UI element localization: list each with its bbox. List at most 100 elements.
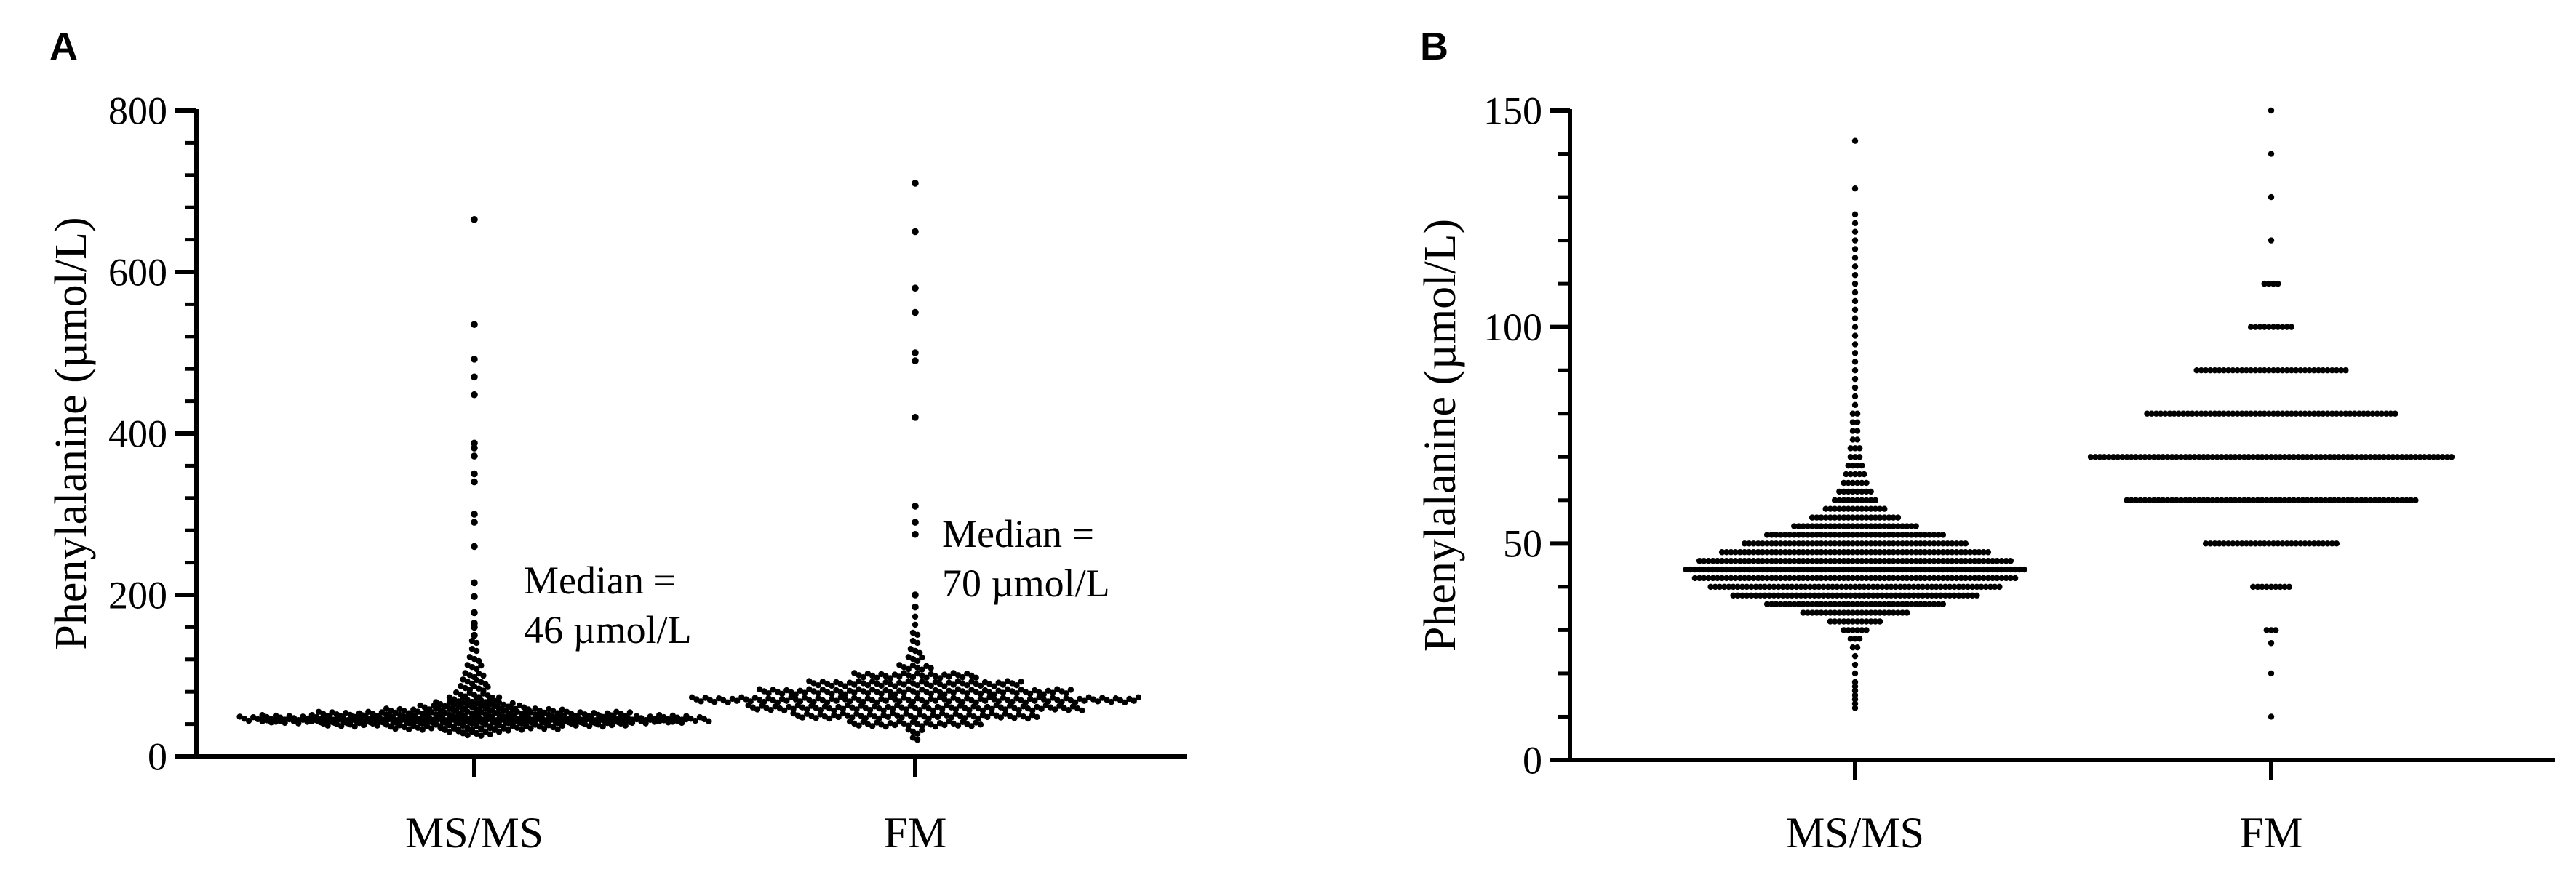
chart-b-data-point [2286, 454, 2292, 460]
chart-b-data-point [2306, 410, 2313, 417]
chart-a-data-point [995, 698, 1002, 705]
chart-a-data-point [450, 713, 458, 720]
chart-b-data-point [1921, 549, 1929, 556]
chart-b-data-point [2374, 410, 2380, 417]
chart-b-data-point [1845, 618, 1851, 625]
chart-b-data-point [2268, 497, 2275, 503]
chart-b-data-point [2097, 454, 2103, 460]
chart-a-data-point [1094, 698, 1101, 705]
chart-a-data-point [642, 717, 649, 724]
chart-a-data-point [417, 716, 423, 723]
chart-b-data-point [1863, 566, 1870, 573]
chart-b-data-point [1806, 583, 1814, 591]
chart-b-data-point [1926, 575, 1933, 582]
chart-b-data-point [1804, 575, 1811, 582]
chart-b-data-point [1980, 575, 1987, 582]
chart-b-data-point [1818, 575, 1825, 582]
chart-b-data-point [1851, 220, 1859, 226]
chart-b-data-point [2263, 583, 2270, 591]
chart-b-data-point [2225, 540, 2232, 547]
chart-b-data-point [1845, 479, 1851, 487]
chart-b-data-point [2279, 540, 2286, 547]
chart-b-data-point [1890, 532, 1897, 538]
chart-b-data-point [1917, 566, 1924, 573]
chart-a-data-point [1002, 706, 1009, 713]
chart-a-data-point [525, 706, 532, 713]
chart-b-data-point [2290, 497, 2297, 503]
chart-b-data-point [1971, 549, 1978, 556]
chart-b-data-point [1804, 549, 1811, 556]
chart-b-data-point [1931, 557, 1937, 564]
chart-a-data-point [464, 732, 471, 739]
chart-b-data-point [1843, 471, 1849, 478]
chart-b-data-point [2222, 454, 2230, 460]
chart-b-data-point [2270, 324, 2277, 330]
chart-b-data-point [1851, 185, 1859, 192]
chart-b-data-point [1802, 583, 1809, 591]
chart-b-data-point [1910, 592, 1917, 599]
chart-b-data-point [2268, 670, 2275, 677]
chart-b-data-point [1872, 575, 1879, 582]
chart-b-data-point [1739, 592, 1746, 599]
chart-a-data-point [909, 673, 917, 681]
chart-b-data-point [1935, 557, 1942, 564]
chart-a-data-point [669, 719, 676, 725]
chart-a-data-point [898, 714, 905, 721]
chart-b-data-point [2128, 454, 2134, 460]
chart-b-data-point [1971, 557, 1978, 564]
chart-a-data-point [679, 716, 685, 723]
chart-b-data-point [1825, 583, 1831, 591]
chart-a-data-point [878, 682, 885, 689]
chart-b-data-point [1867, 540, 1874, 547]
chart-b-data-point [1921, 601, 1929, 607]
chart-b-data-point [2302, 540, 2308, 547]
chart-b-data-point [1886, 523, 1892, 529]
chart-b-data-point [1870, 583, 1876, 591]
chart-b-data-point [1894, 609, 1902, 616]
chart-b-data-point [1935, 532, 1942, 538]
chart-a-data-point [304, 715, 311, 722]
chart-a-data-point [941, 683, 948, 689]
chart-b-data-point [2225, 410, 2232, 417]
chart-b-data-point [1859, 488, 1865, 495]
chart-b-data-point [1816, 592, 1822, 599]
chart-b-data-point [2363, 454, 2369, 460]
chart-a-data-point [1009, 698, 1016, 705]
chart-b-data-point [1759, 575, 1766, 582]
chart-b-data-point [1966, 566, 1974, 573]
chart-b-data-point [1683, 566, 1689, 573]
chart-a-data-point [606, 718, 613, 724]
chart-a-data-point [846, 698, 853, 705]
chart-b-data-point [1863, 540, 1870, 547]
chart-b-data-point [1841, 609, 1847, 616]
chart-b-data-point [1854, 410, 1861, 417]
chart-b-data-point [2398, 454, 2405, 460]
chart-a-data-point [733, 697, 741, 704]
chart-b-data-point [2281, 454, 2288, 460]
chart-a: 0 200 400 600 800 Phenylalanine (µmol/L) MS/MS… [47, 89, 1187, 857]
chart-a-data-point [1016, 707, 1022, 713]
chart-b-data-point [1876, 523, 1883, 529]
chart-b-data-point [1854, 497, 1861, 503]
chart-a-outlier-point [471, 321, 478, 328]
chart-b-data-point [1818, 523, 1825, 529]
chart-b-data-point [2212, 367, 2218, 374]
chart-a-data-point [909, 698, 917, 705]
chart-b-data-point [2105, 454, 2112, 460]
chart-b-data-point [2162, 410, 2169, 417]
chart-b-data-point [2209, 454, 2216, 460]
chart-a-data-point [521, 719, 527, 725]
chart-a-data-point [527, 725, 534, 732]
chart-b-data-point [1859, 462, 1865, 469]
chart-b-data-point [2284, 367, 2290, 374]
chart-b-data-point [1811, 592, 1818, 599]
chart-b-data-point [1809, 523, 1816, 529]
chart-a-data-point [829, 682, 835, 689]
chart-b-data-point [1933, 583, 1939, 591]
chart-b-data-point [1947, 583, 1953, 591]
chart-b-data-point [1921, 540, 1929, 547]
chart-a-data-point [799, 714, 806, 721]
chart-a-data-point [1013, 682, 1020, 689]
chart-b-data-point [1859, 497, 1865, 503]
chart-b-data-point [1931, 540, 1937, 547]
